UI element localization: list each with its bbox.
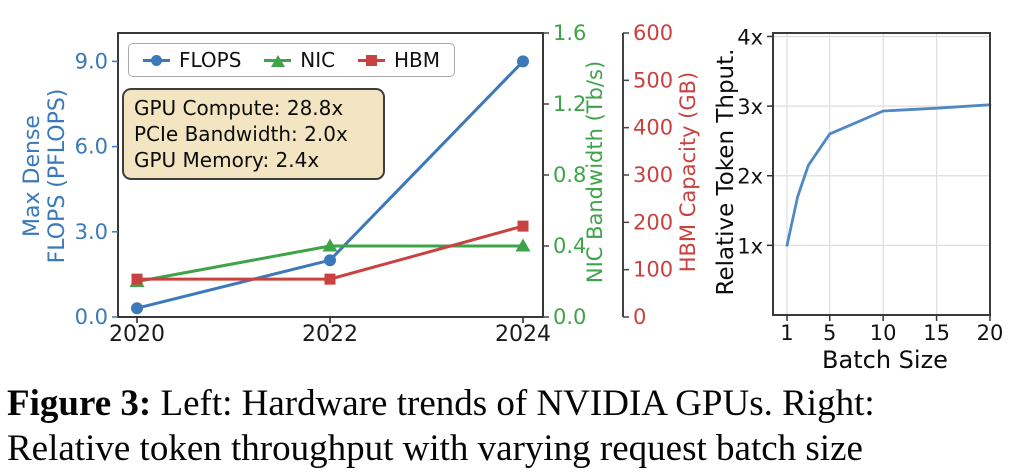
nic-tick-label: 1.2	[553, 92, 586, 116]
hbm-tick-label: 200	[633, 210, 673, 234]
x-tick-label: 10	[870, 321, 897, 345]
x-tick-label: 2024	[495, 322, 551, 347]
caption-figure-label: Figure 3:	[7, 383, 152, 424]
right-xlabel: Batch Size	[822, 346, 948, 374]
left-chart-svg: 2020 2022 20240.03.06.09.00.00.40.81.21.60…	[75, 21, 674, 347]
caption-line1: Left: Hardware trends of NVIDIA GPUs. Ri…	[151, 383, 875, 424]
x-tick-label: 2022	[302, 322, 358, 347]
flops-marker	[131, 302, 143, 315]
y-tick-label: 2x	[737, 165, 763, 189]
caption-line2: Relative token throughput with varying r…	[7, 428, 863, 469]
annotation-line-2: PCIe Bandwidth: 2.0x	[134, 122, 348, 146]
annotation-line-1: GPU Compute: 28.8x	[134, 96, 344, 120]
legend-item-flops: FLOPS	[143, 48, 241, 72]
y-tick-label: 4x	[737, 25, 763, 49]
hbm-tick-label: 300	[633, 163, 673, 187]
flops-marker	[324, 254, 336, 267]
hbm-marker	[517, 220, 529, 232]
figure-caption: Figure 3: Left: Hardware trends of NVIDI…	[7, 381, 1021, 471]
x-tick-label: 2020	[109, 322, 165, 347]
legend: FLOPS NIC HBM	[128, 43, 455, 77]
flops-marker-icon	[143, 54, 170, 67]
nic-marker	[515, 238, 531, 252]
left-ylabel: Max Dense FLOPS (PFLOPS)	[20, 16, 70, 336]
nic-ylabel: NIC Bandwidth (Tb/s)	[583, 60, 607, 284]
hbm-marker	[131, 273, 143, 285]
annotation-line-3: GPU Memory: 2.4x	[134, 148, 320, 172]
flops-marker	[517, 55, 529, 68]
hbm-tick-label: 600	[633, 21, 673, 45]
legend-item-hbm: HBM	[357, 48, 440, 72]
left-y-tick-label: 0.0	[75, 305, 108, 329]
nic-tick-label: 0.0	[553, 305, 586, 329]
right-ylabel: Relative Token Thput.	[713, 48, 739, 296]
left-ylabel-line2: FLOPS (PFLOPS)	[45, 88, 70, 264]
x-tick-label: 1	[780, 321, 793, 345]
legend-item-nic: NIC	[264, 48, 335, 72]
legend-label-flops: FLOPS	[179, 48, 242, 72]
throughput-line	[785, 103, 992, 247]
nic-tick-label: 0.8	[553, 163, 586, 187]
hbm-ylabel: HBM Capacity (GB)	[676, 71, 700, 273]
left-y-tick-label: 3.0	[75, 220, 108, 244]
nic-marker	[322, 238, 338, 252]
legend-label-hbm: HBM	[393, 48, 440, 72]
hbm-tick-label: 400	[633, 116, 673, 140]
annotation-box: GPU Compute: 28.8x PCIe Bandwidth: 2.0x …	[122, 88, 385, 180]
hbm-tick-label: 0	[633, 305, 646, 329]
hbm-tick-label: 100	[633, 258, 673, 282]
x-tick-label: 15	[923, 321, 950, 345]
x-tick-label: 20	[977, 321, 1004, 345]
hbm-marker-icon	[357, 54, 385, 67]
legend-label-nic: NIC	[300, 48, 336, 72]
nic-marker-icon	[264, 54, 292, 67]
nic-tick-label: 0.4	[553, 234, 586, 258]
hbm-tick-label: 500	[633, 68, 673, 92]
nic-tick-label: 1.6	[553, 21, 586, 45]
x-tick-label: 5	[823, 321, 836, 345]
right-plot-box	[772, 32, 991, 316]
left-y-tick-label: 6.0	[75, 135, 108, 159]
hbm-marker	[324, 273, 336, 285]
y-tick-label: 3x	[737, 95, 763, 119]
y-tick-label: 1x	[737, 234, 763, 258]
left-y-tick-label: 9.0	[75, 49, 108, 73]
left-ylabel-line1: Max Dense	[20, 115, 45, 237]
